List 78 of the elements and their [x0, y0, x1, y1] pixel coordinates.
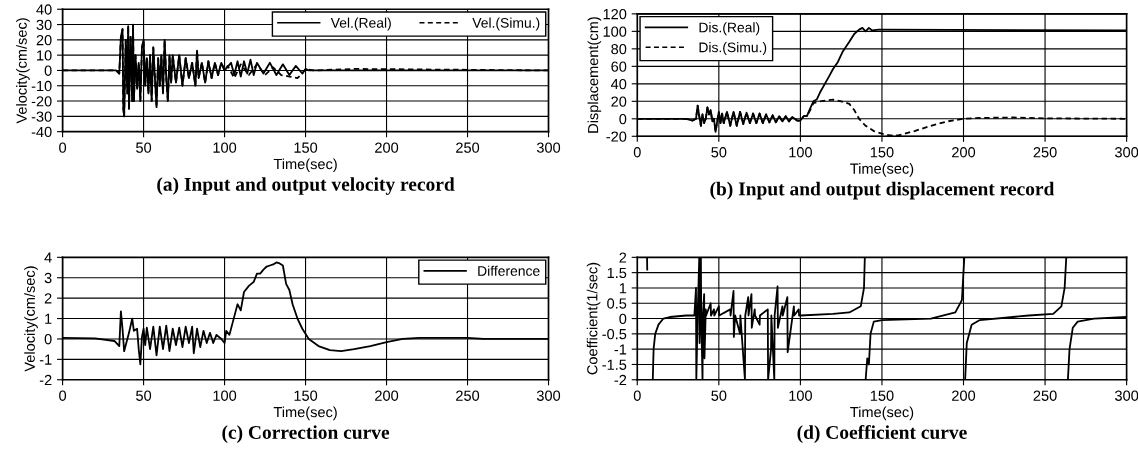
y-tick-label: 10	[37, 50, 52, 61]
y-tick-label: -2	[39, 374, 52, 386]
legend-label: Dis.(Real)	[699, 22, 760, 36]
y-axis-title: Coefficient(1/sec)	[586, 262, 601, 375]
x-tick-label: 0	[633, 390, 641, 401]
x-tick-label: 250	[456, 390, 480, 401]
y-tick-label: -20	[31, 96, 52, 107]
y-tick-label: 4	[44, 252, 52, 263]
y-tick-label: -10	[31, 80, 52, 92]
y-tick-label: 3	[44, 272, 52, 284]
x-tick-label: 50	[711, 147, 727, 158]
x-axis-title: Time(sec)	[850, 163, 914, 177]
x-axis-title: Time(sec)	[273, 406, 337, 421]
y-axis-title: Velocity(cm/sec)	[24, 266, 38, 372]
legend-label: Dis.(Simu.)	[699, 42, 767, 56]
x-tick-label: 0	[59, 142, 67, 153]
text: (d) Coefficient curve	[797, 425, 967, 443]
y-tick-label: 1.5	[607, 267, 627, 279]
y-tick-label: -0.5	[602, 328, 627, 340]
legend-label: Difference	[478, 265, 540, 276]
x-tick-label: 150	[294, 142, 318, 153]
y-tick-label: -30	[31, 111, 52, 122]
legend-label: Vel.(Real)	[330, 17, 391, 31]
y-axis-title: Displacement(cm)	[587, 17, 602, 133]
x-tick-label: 250	[456, 142, 480, 153]
y-tick-label: 1	[45, 313, 52, 324]
y-tick-label: 2	[44, 293, 52, 304]
x-tick-label: 150	[870, 147, 894, 158]
legend-label: Vel.(Simu.)	[472, 17, 540, 31]
x-tick-label: 50	[136, 142, 152, 153]
y-tick-label: 0	[619, 313, 627, 324]
x-tick-label: 100	[789, 147, 812, 158]
x-tick-label: 300	[1115, 390, 1138, 401]
y-tick-label: 100	[603, 26, 627, 37]
x-tick-label: 100	[789, 390, 812, 401]
x-axis-title: Time(sec)	[273, 158, 337, 173]
x-axis-title: Time(sec)	[850, 406, 914, 421]
x-tick-label: 250	[1033, 147, 1057, 158]
y-tick-label: 20	[611, 96, 627, 107]
x-tick-label: 200	[952, 390, 976, 401]
x-tick-label: 50	[711, 390, 727, 401]
y-tick-label: -20	[606, 131, 627, 142]
y-tick-label: 40	[36, 4, 52, 15]
y-tick-label: -1.5	[602, 359, 627, 370]
x-tick-label: 200	[375, 390, 399, 401]
x-tick-label: 150	[870, 390, 894, 401]
text: (a) Input and output velocity record	[157, 177, 455, 195]
x-tick-label: 300	[1115, 147, 1138, 158]
y-tick-label: -2	[614, 374, 627, 386]
y-tick-label: 2	[619, 252, 627, 263]
x-tick-label: 50	[136, 390, 152, 401]
y-tick-label: -40	[31, 126, 52, 138]
y-tick-label: 40	[610, 78, 627, 90]
x-tick-label: 0	[633, 147, 641, 158]
x-tick-label: 200	[952, 147, 976, 158]
x-tick-label: 300	[536, 142, 561, 153]
y-tick-label: 0.5	[607, 298, 627, 309]
x-tick-label: 200	[375, 142, 399, 153]
text: (c) Correction curve	[222, 425, 390, 443]
y-tick-label: 60	[611, 61, 627, 72]
y-tick-label: 20	[36, 34, 52, 46]
x-tick-label: 250	[1033, 390, 1057, 401]
y-tick-label: -1	[614, 344, 627, 355]
text: (b) Input and output displacement record	[710, 181, 1055, 200]
y-tick-label: 0	[44, 334, 52, 345]
x-tick-label: 150	[294, 390, 318, 401]
x-tick-label: 0	[59, 390, 67, 401]
y-tick-label: 0	[44, 65, 52, 76]
y-tick-label: 30	[36, 19, 52, 30]
x-tick-label: 100	[213, 142, 237, 153]
y-tick-label: 0	[619, 113, 627, 125]
y-axis-title: Velocity(cm/sec)	[16, 18, 30, 124]
y-tick-label: 80	[611, 43, 627, 55]
x-tick-label: 100	[213, 390, 237, 401]
x-tick-label: 300	[536, 390, 561, 401]
y-tick-label: 120	[603, 8, 627, 20]
y-tick-label: 1	[619, 283, 627, 294]
y-tick-label: -1	[39, 354, 52, 365]
